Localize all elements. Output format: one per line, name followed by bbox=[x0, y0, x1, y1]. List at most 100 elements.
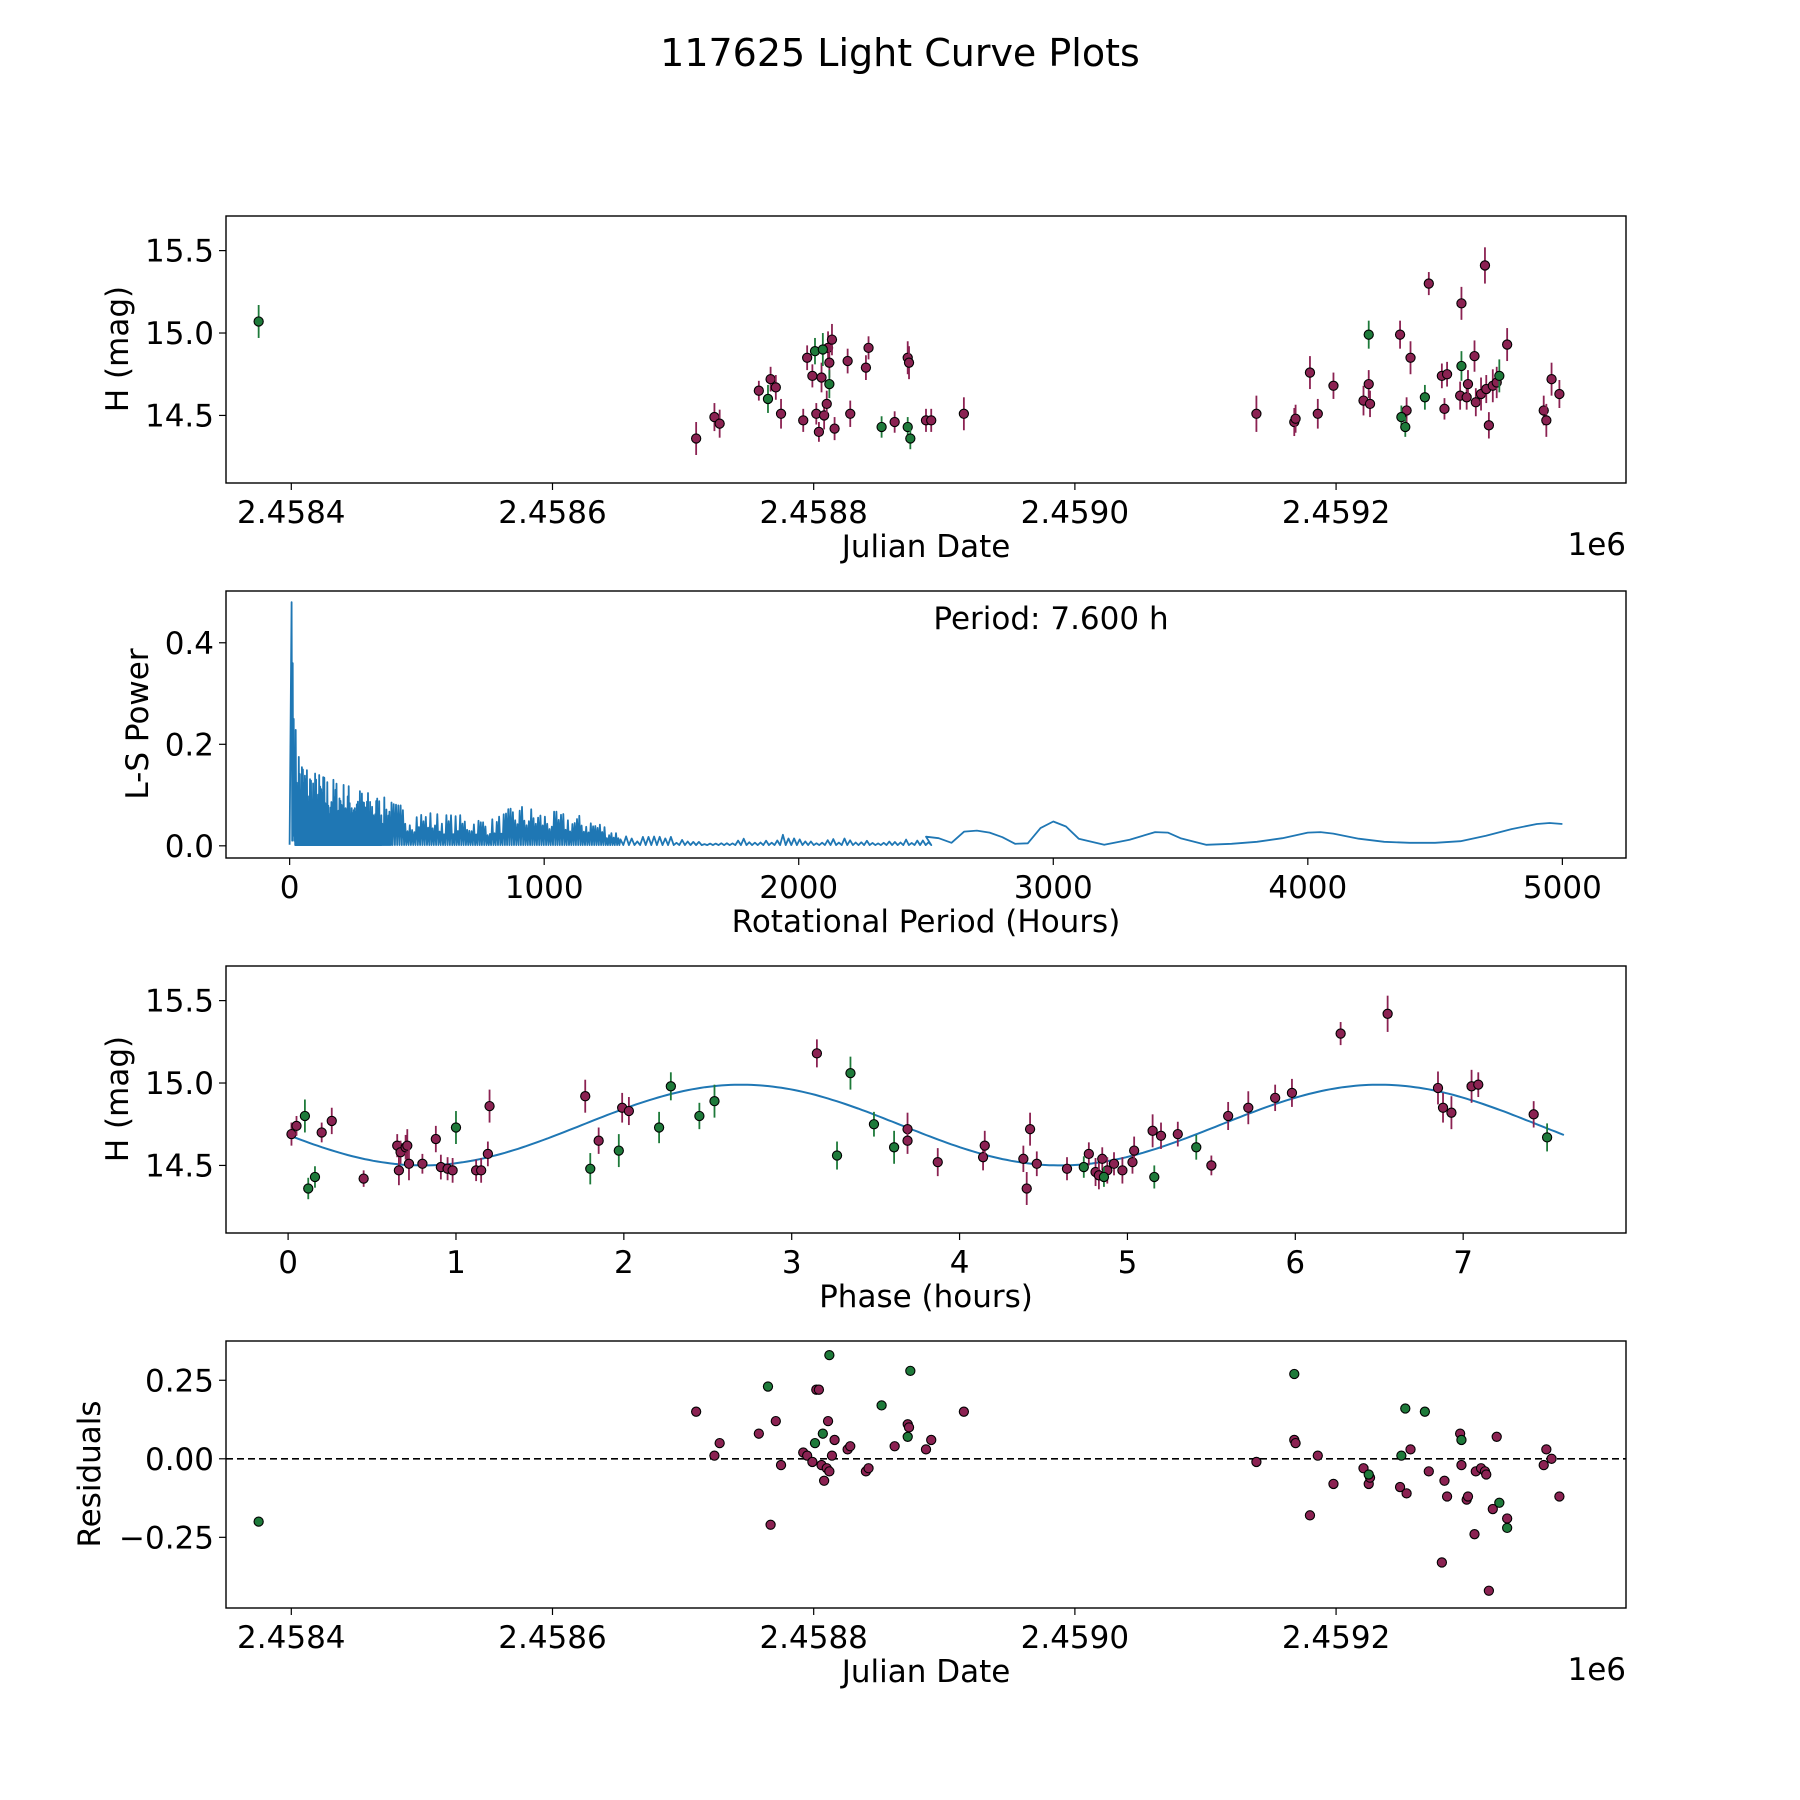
data-point-magenta bbox=[926, 415, 937, 426]
data-point-magenta bbox=[402, 1140, 413, 1151]
data-point-green bbox=[709, 1095, 720, 1107]
data-point-magenta bbox=[1021, 1183, 1032, 1194]
data-point-magenta bbox=[1461, 392, 1472, 403]
data-point-magenta bbox=[1061, 1163, 1073, 1174]
data-point-green bbox=[1289, 1368, 1300, 1380]
data-point-magenta bbox=[1462, 378, 1474, 390]
data-point-green bbox=[1149, 1171, 1160, 1183]
data-point-magenta bbox=[1456, 1459, 1467, 1471]
data-point-green bbox=[1494, 370, 1505, 382]
data-point-magenta bbox=[393, 1165, 405, 1176]
data-point-magenta bbox=[476, 1165, 487, 1176]
data-point-magenta bbox=[1462, 1491, 1474, 1502]
data-point-magenta bbox=[1290, 1437, 1301, 1449]
data-point-magenta bbox=[753, 1428, 764, 1439]
data-point-magenta bbox=[1483, 1585, 1495, 1596]
data-point-magenta bbox=[1335, 1028, 1346, 1039]
data-point-magenta bbox=[829, 1434, 840, 1446]
data-point-magenta bbox=[958, 1406, 970, 1417]
data-point-magenta bbox=[1312, 408, 1323, 419]
data-point-magenta bbox=[291, 1120, 302, 1132]
data-point-green bbox=[309, 1171, 321, 1183]
data-point-magenta bbox=[1554, 1491, 1565, 1502]
data-point-magenta bbox=[1437, 1102, 1449, 1113]
data-point-magenta bbox=[1031, 1158, 1042, 1169]
phased-ticks: 0 1 2 3 4 5 6 7 14.5 15.0 15.5 bbox=[145, 984, 1473, 1281]
x-tick-label: 2.4584 bbox=[237, 1620, 345, 1656]
data-point-magenta bbox=[1538, 1459, 1549, 1471]
data-point-green bbox=[817, 1428, 828, 1439]
data-point-green bbox=[253, 1516, 264, 1527]
lightcurve-ylabel: H (mag) bbox=[100, 286, 136, 412]
data-point-magenta bbox=[1286, 1087, 1298, 1099]
residuals-plot-area bbox=[226, 1349, 1626, 1596]
data-point-magenta bbox=[816, 372, 827, 383]
data-point-magenta bbox=[1401, 1488, 1412, 1499]
x-tick-label: 2.4588 bbox=[759, 1620, 867, 1656]
data-point-magenta bbox=[690, 433, 702, 444]
data-point-magenta bbox=[1423, 1466, 1434, 1477]
data-point-magenta bbox=[863, 1463, 874, 1474]
x-tick-label: 1 bbox=[446, 1245, 466, 1281]
data-point-magenta bbox=[1441, 1491, 1453, 1502]
data-point-magenta bbox=[826, 334, 838, 345]
data-point-magenta bbox=[770, 1415, 781, 1427]
data-point-magenta bbox=[709, 1450, 720, 1461]
residuals-ticks: 2.4584 2.4586 2.4588 2.4590 2.4592 −0.25 0.00 0… bbox=[119, 1363, 1390, 1656]
data-point-magenta bbox=[821, 398, 832, 410]
data-point-green bbox=[876, 421, 887, 433]
data-point-magenta bbox=[889, 1441, 900, 1452]
data-point-green bbox=[817, 344, 828, 355]
data-point-magenta bbox=[1083, 1148, 1094, 1160]
data-point-magenta bbox=[1304, 367, 1316, 378]
data-point-magenta bbox=[1147, 1125, 1158, 1136]
phased-frame bbox=[225, 965, 1627, 1234]
data-point-magenta bbox=[593, 1135, 604, 1146]
data-point-magenta bbox=[1243, 1102, 1254, 1113]
data-point-green bbox=[876, 1400, 887, 1411]
x-tick-label: 2.4590 bbox=[1021, 495, 1129, 531]
data-point-magenta bbox=[813, 1384, 825, 1395]
data-point-magenta bbox=[1479, 260, 1491, 271]
x-tick-label: 5000 bbox=[1523, 870, 1602, 906]
data-point-magenta bbox=[798, 415, 809, 426]
x-tick-label: 3 bbox=[782, 1245, 802, 1281]
data-point-green bbox=[1098, 1171, 1110, 1183]
x-tick-label: 2.4592 bbox=[1282, 495, 1390, 531]
data-point-green bbox=[613, 1145, 624, 1156]
periodogram-ticks: 0 1000 2000 3000 4000 5000 0.0 0.2 0.4 bbox=[165, 626, 1602, 906]
y-tick-label: 0.25 bbox=[145, 1363, 214, 1399]
data-point-magenta bbox=[1546, 1453, 1557, 1464]
data-point-magenta bbox=[807, 1456, 818, 1468]
data-point-magenta bbox=[1117, 1165, 1128, 1176]
data-point-magenta bbox=[826, 1450, 838, 1461]
data-point-magenta bbox=[1018, 1153, 1029, 1164]
data-point-magenta bbox=[1541, 1444, 1552, 1455]
data-point-magenta bbox=[1432, 1082, 1444, 1094]
data-point-green bbox=[1456, 360, 1467, 372]
y-tick-label: 0.2 bbox=[165, 727, 214, 763]
data-point-magenta bbox=[1541, 415, 1552, 426]
data-point-green bbox=[585, 1163, 596, 1174]
phased-xlabel: Phase (hours) bbox=[819, 1279, 1033, 1315]
data-point-magenta bbox=[1206, 1160, 1217, 1171]
periodogram-xlabel: Rotational Period (Hours) bbox=[732, 904, 1121, 940]
data-point-magenta bbox=[1487, 1503, 1498, 1515]
data-point-green bbox=[868, 1119, 880, 1130]
data-point-green bbox=[1419, 1406, 1431, 1417]
figure-title: 117625 Light Curve Plots bbox=[660, 31, 1140, 75]
x-tick-label: 6 bbox=[1285, 1245, 1305, 1281]
data-point-magenta bbox=[1108, 1158, 1120, 1169]
data-point-magenta bbox=[1546, 374, 1557, 385]
data-point-magenta bbox=[1469, 350, 1480, 362]
phased-plot-area bbox=[286, 995, 1565, 1205]
data-point-magenta bbox=[1470, 397, 1481, 408]
data-point-magenta bbox=[326, 1115, 337, 1127]
data-point-magenta bbox=[1127, 1156, 1138, 1168]
data-point-magenta bbox=[902, 1135, 913, 1146]
data-point-magenta bbox=[1439, 1475, 1450, 1486]
lightcurve-ticks: 2.4584 2.4586 2.4588 2.4590 2.4592 14.5 15.0 15… bbox=[145, 234, 1390, 531]
lightcurve-plot-area bbox=[253, 247, 1565, 455]
data-point-green bbox=[824, 378, 835, 390]
x-tick-label: 2.4588 bbox=[759, 495, 867, 531]
